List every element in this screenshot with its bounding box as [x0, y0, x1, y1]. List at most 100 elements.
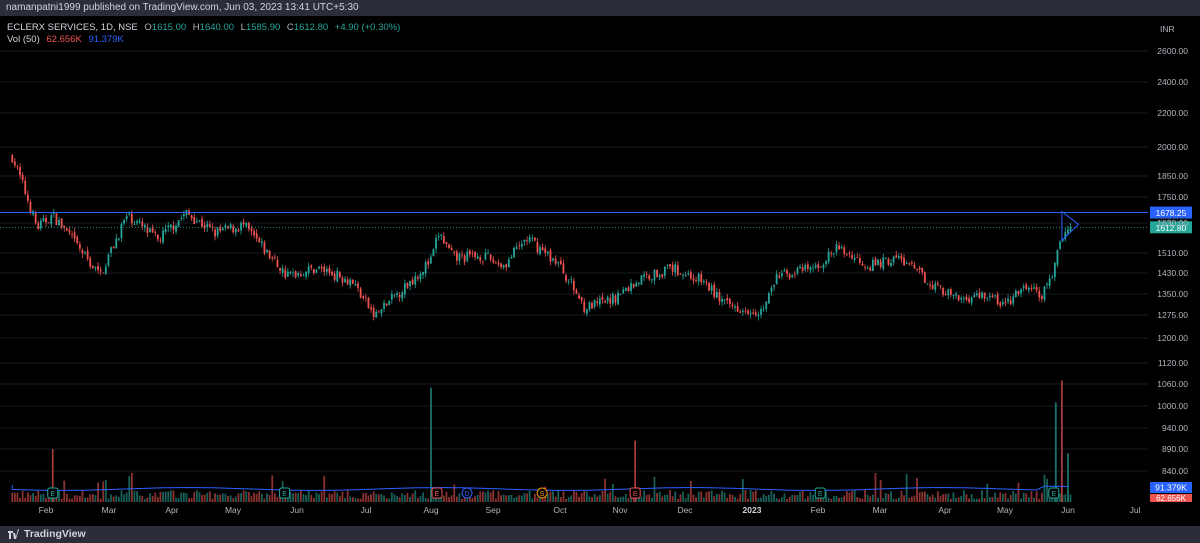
candle-body — [463, 255, 466, 263]
candle-body — [546, 251, 549, 254]
volume-bar — [349, 496, 352, 502]
volume-bar — [799, 491, 801, 502]
volume-bar — [845, 491, 848, 502]
candle-body — [848, 253, 851, 254]
volume-bar — [336, 492, 339, 502]
volume-bar — [247, 492, 250, 502]
candle-body — [445, 242, 448, 244]
candle-body — [1043, 286, 1046, 300]
volume-bar — [910, 496, 913, 502]
candle-body — [591, 302, 593, 309]
candle-body — [123, 219, 125, 224]
price-tick-label: 840.00 — [1162, 466, 1188, 476]
time-tick-label: Apr — [165, 505, 178, 515]
candle-body — [151, 228, 154, 233]
volume-spike — [430, 387, 432, 502]
candle-body — [1027, 287, 1030, 291]
volume-bar — [312, 497, 315, 502]
candle-body — [258, 238, 261, 243]
volume-bar — [120, 490, 123, 502]
volume-bar — [1007, 498, 1009, 502]
volume-bar — [403, 495, 406, 502]
volume-bar — [731, 494, 734, 502]
candle-body — [747, 310, 749, 314]
candle-body — [450, 247, 453, 251]
volume-bar — [832, 496, 835, 502]
volume-bar — [1022, 492, 1025, 502]
volume-bar — [552, 491, 554, 502]
candle-body — [29, 201, 32, 213]
candle-body — [367, 297, 370, 308]
volume-bar — [138, 495, 141, 502]
candle-body — [952, 295, 955, 296]
volume-bar — [193, 492, 196, 502]
volume-ma-value: 91.379K — [88, 34, 124, 45]
volume-bar — [242, 490, 245, 502]
volume-bar — [406, 493, 409, 502]
candle-body — [962, 298, 965, 299]
candle-body — [671, 264, 674, 272]
volume-bar — [965, 494, 968, 502]
candle-body — [700, 274, 703, 283]
candle-body — [903, 257, 905, 266]
volume-bar — [533, 493, 536, 502]
candle-body — [817, 264, 820, 269]
volume-bar — [648, 494, 651, 502]
volume-bar — [1025, 493, 1028, 502]
candle-body — [143, 224, 146, 228]
candle-body — [983, 292, 986, 299]
volume-bar — [315, 492, 318, 502]
volume-spike — [634, 440, 637, 502]
candle-body — [580, 296, 583, 301]
volume-bar — [169, 490, 172, 502]
volume-bar — [1038, 498, 1041, 502]
candle-body — [570, 279, 573, 281]
candle-body — [206, 223, 209, 228]
candle-body — [401, 292, 404, 299]
volume-bar — [721, 490, 723, 502]
candle-body — [687, 273, 690, 275]
candle-body — [721, 298, 723, 302]
candle-body — [424, 262, 427, 274]
candle-body — [936, 283, 939, 285]
candle-body — [884, 257, 887, 259]
volume-value: 62.656K — [46, 34, 82, 45]
candle-body — [117, 239, 120, 241]
candle-body — [255, 233, 258, 239]
candle-body — [253, 231, 255, 236]
event-marker-earnings: E — [1048, 487, 1060, 499]
volume-bar — [890, 491, 892, 502]
candle-body — [934, 283, 937, 291]
volume-bar — [237, 493, 240, 502]
volume-bar — [606, 493, 609, 502]
candle-body — [419, 273, 422, 280]
price-tick-label: 940.00 — [1162, 423, 1188, 433]
volume-bar — [840, 497, 843, 502]
candle-body — [825, 261, 827, 265]
price-chart[interactable]: ECLERX SERVICES, 1D, NSE O1615.00 H1640.… — [0, 16, 1200, 526]
volume-bar — [341, 491, 344, 502]
close-label: C — [286, 22, 294, 33]
volume-bar — [682, 491, 684, 502]
candle-body — [149, 228, 151, 233]
candle-body — [130, 213, 133, 224]
candle-body — [370, 307, 372, 310]
candle-body — [42, 217, 45, 221]
volume-bar — [1030, 491, 1033, 502]
volume-bar — [640, 496, 643, 502]
change-value: +4.90 (+0.30%) — [334, 22, 401, 33]
candle-body — [458, 253, 461, 261]
candle-body — [211, 226, 214, 228]
volume-bar — [58, 491, 60, 502]
candle-body — [544, 248, 547, 254]
candle-body — [611, 293, 614, 304]
volume-bar — [520, 495, 523, 502]
candle-body — [232, 226, 235, 233]
candle-body — [609, 298, 612, 304]
candle-body — [669, 264, 671, 267]
candles — [11, 153, 1072, 321]
candle-body — [523, 239, 526, 242]
candle-body — [502, 265, 505, 268]
candle-body — [203, 225, 206, 229]
candle-body — [741, 310, 744, 313]
